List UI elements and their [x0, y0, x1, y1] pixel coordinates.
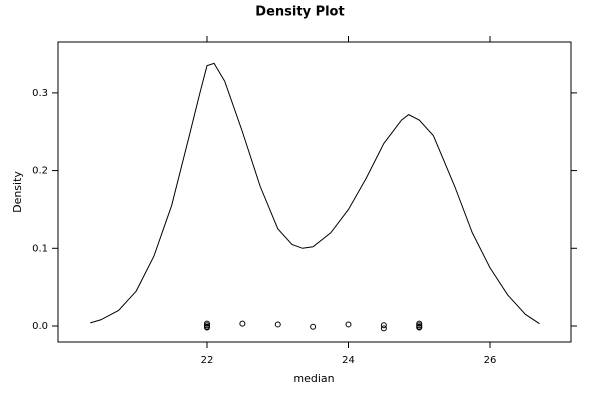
- rug-point: [239, 320, 246, 327]
- rug-point: [310, 323, 317, 330]
- rug-point: [380, 322, 387, 329]
- y-axis-label: Density: [11, 171, 24, 213]
- rug-point: [416, 324, 423, 331]
- x-tick-label: 26: [484, 355, 497, 366]
- rug-point: [274, 321, 281, 328]
- rug-point: [203, 324, 210, 331]
- y-tick-label: 0.0: [32, 321, 48, 332]
- rug-point: [380, 325, 387, 332]
- rug-point: [345, 321, 352, 328]
- plot-frame: [57, 41, 572, 343]
- y-tick-label: 0.1: [32, 243, 48, 254]
- chart-title: Density Plot: [255, 5, 344, 20]
- density-curve: [90, 62, 540, 325]
- x-tick-label: 24: [342, 355, 355, 366]
- x-axis-label: median: [293, 372, 334, 385]
- y-tick-label: 0.2: [32, 166, 48, 177]
- x-tick-label: 22: [201, 355, 214, 366]
- y-tick-label: 0.3: [32, 88, 48, 99]
